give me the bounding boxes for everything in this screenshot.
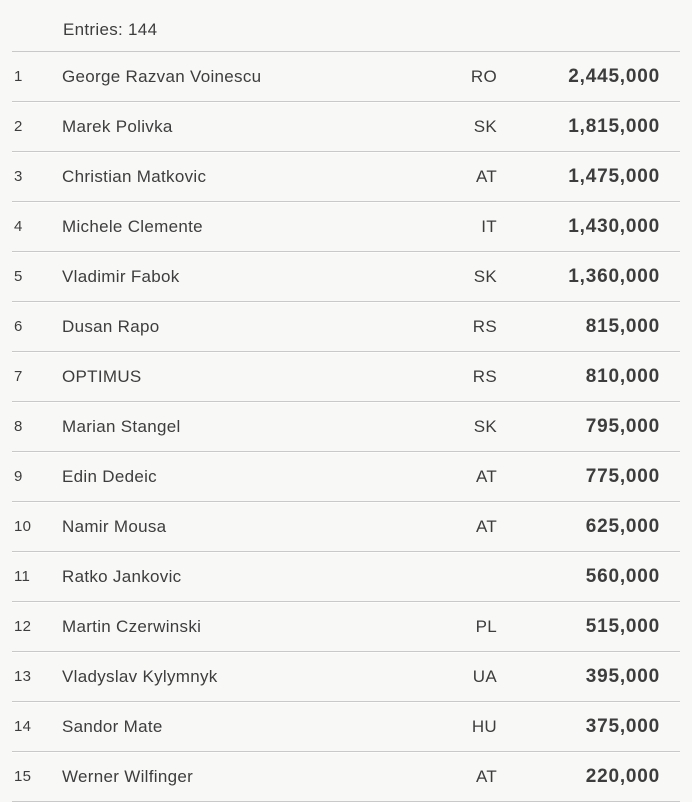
chip-count: 815,000 [585,315,660,337]
rank-cell: 7 [14,368,23,385]
table-row: 3 Christian Matkovic AT 1,475,000 [12,152,680,202]
rank-cell: 15 [14,768,32,785]
country-code: AT [475,166,497,186]
chip-count: 1,475,000 [568,165,660,187]
entries-header: Entries: 144 [0,0,692,51]
country-code: SK [473,266,497,286]
player-name: Namir Mousa [62,516,167,536]
country-code: IT [481,216,497,236]
chip-count: 625,000 [585,515,660,537]
rank-cell: 2 [14,118,23,135]
player-name: Vladyslav Kylymnyk [62,666,218,686]
country-code: RS [472,316,497,336]
table-row: 2 Marek Polivka SK 1,815,000 [12,102,680,152]
rank-cell: 6 [14,318,23,335]
table-row: 15 Werner Wilfinger AT 220,000 [12,752,680,802]
player-name: George Razvan Voinescu [62,66,262,86]
chip-count: 795,000 [585,415,660,437]
table-row: 8 Marian Stangel SK 795,000 [12,402,680,452]
rank-cell: 1 [14,68,23,85]
rank-cell: 11 [14,568,31,585]
chip-count: 560,000 [585,565,660,587]
country-code: RS [472,366,497,386]
rank-cell: 13 [14,668,32,685]
country-code: HU [471,716,497,736]
player-name: Martin Czerwinski [62,616,202,636]
rank-cell: 3 [14,168,23,185]
player-name: Michele Clemente [62,216,203,236]
rank-cell: 5 [14,268,23,285]
player-name: Ratko Jankovic [62,566,182,586]
table-row: 13 Vladyslav Kylymnyk UA 395,000 [12,652,680,702]
country-code: UA [472,666,497,686]
entries-count: Entries: 144 [63,19,158,39]
table-row: 1 George Razvan Voinescu RO 2,445,000 [12,51,680,102]
country-code: RO [470,66,497,86]
player-name: OPTIMUS [62,366,142,386]
table-row: 11 Ratko Jankovic 560,000 [12,552,680,602]
chip-count: 775,000 [585,465,660,487]
player-name: Marian Stangel [62,416,181,436]
table-row: 12 Martin Czerwinski PL 515,000 [12,602,680,652]
chip-count: 1,430,000 [568,215,660,237]
rank-cell: 4 [14,218,23,235]
country-code: AT [475,766,497,786]
country-code: SK [473,416,497,436]
chip-count: 1,360,000 [568,265,660,287]
chip-count: 2,445,000 [568,65,660,87]
chip-count: 1,815,000 [568,115,660,137]
rank-cell: 14 [14,718,32,735]
table-row: 14 Sandor Mate HU 375,000 [12,702,680,752]
chip-count: 375,000 [585,715,660,737]
table-row: 6 Dusan Rapo RS 815,000 [12,302,680,352]
player-name: Werner Wilfinger [62,766,194,786]
country-code: PL [475,616,497,636]
country-code: AT [475,516,497,536]
player-name: Christian Matkovic [62,166,207,186]
table-row: 4 Michele Clemente IT 1,430,000 [12,202,680,252]
player-name: Marek Polivka [62,116,173,136]
chip-count: 515,000 [585,615,660,637]
rank-cell: 10 [14,518,32,535]
chip-count: 810,000 [585,365,660,387]
country-code: AT [475,466,497,486]
player-name: Dusan Rapo [62,316,160,336]
country-code: SK [473,116,497,136]
chip-count-table: 1 George Razvan Voinescu RO 2,445,000 2 … [12,51,680,802]
player-name: Edin Dedeic [62,466,157,486]
table-row: 5 Vladimir Fabok SK 1,360,000 [12,252,680,302]
chip-count: 220,000 [585,765,660,787]
rank-cell: 9 [14,468,23,485]
table-row: 7 OPTIMUS RS 810,000 [12,352,680,402]
player-name: Vladimir Fabok [62,266,180,286]
table-row: 10 Namir Mousa AT 625,000 [12,502,680,552]
chip-count: 395,000 [585,665,660,687]
rank-cell: 8 [14,418,23,435]
rank-cell: 12 [14,618,32,635]
player-name: Sandor Mate [62,716,163,736]
table-row: 9 Edin Dedeic AT 775,000 [12,452,680,502]
